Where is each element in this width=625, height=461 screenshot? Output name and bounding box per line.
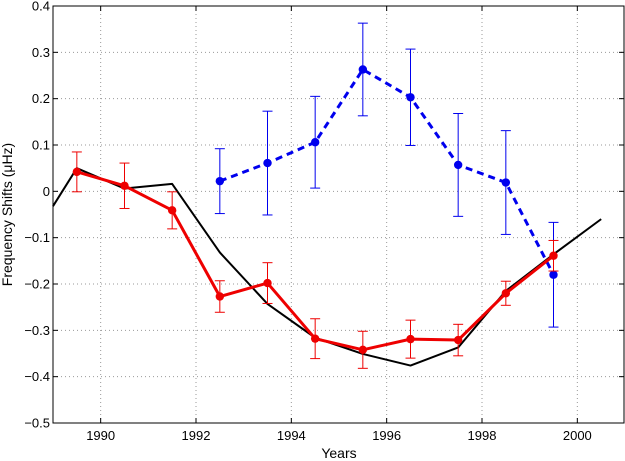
data-point [549,270,558,279]
x-tick-label: 1996 [372,428,401,443]
y-tick-label: −0.4 [24,369,50,384]
x-tick-label: 2000 [563,428,592,443]
black-model-series-line [52,167,602,367]
y-tick-label: 0.3 [32,45,50,60]
x-tick-label: 1992 [182,428,211,443]
y-tick-label: −0.2 [24,277,50,292]
x-tick-label: 1994 [277,428,306,443]
data-point [215,292,225,301]
y-tick-label: 0.1 [32,138,50,153]
tick-layer: 1990 1992 1994 1996 1998 2000 −0.5 −0.4 −0.3 −0.2… [24,0,624,443]
series-layer [52,22,602,369]
data-point [120,181,129,190]
data-point [406,93,415,102]
y-tick-label: −0.5 [24,416,50,431]
y-tick-label: 0.4 [32,0,50,14]
x-axis-title: Years [321,445,356,461]
y-axis-title: Frequency Shifts (μHz) [0,143,15,286]
data-point [263,158,272,168]
x-tick-label: 1990 [86,428,115,443]
data-point [167,206,177,215]
data-point [501,289,511,298]
x-tick-label: 1998 [468,428,497,443]
data-point [215,176,225,186]
y-tick-label: −0.1 [24,230,50,245]
data-point [358,65,368,74]
data-point [358,345,368,354]
black-model-series [52,167,602,367]
blue-dashed-series [214,22,559,328]
data-point [453,335,463,345]
data-point [406,334,415,344]
red-solid-series [71,151,559,369]
y-tick-label: 0 [43,184,50,199]
data-point [549,251,558,260]
data-point [263,278,272,288]
data-point [310,334,320,343]
y-tick-label: −0.3 [24,323,50,338]
grid-layer [53,5,625,424]
data-point [72,167,82,177]
data-point [310,138,320,147]
blue-dashed-series-line [219,67,555,276]
y-tick-label: 0.2 [32,91,50,106]
plot-frame [52,5,625,424]
data-point [453,160,463,170]
data-point [501,178,511,187]
